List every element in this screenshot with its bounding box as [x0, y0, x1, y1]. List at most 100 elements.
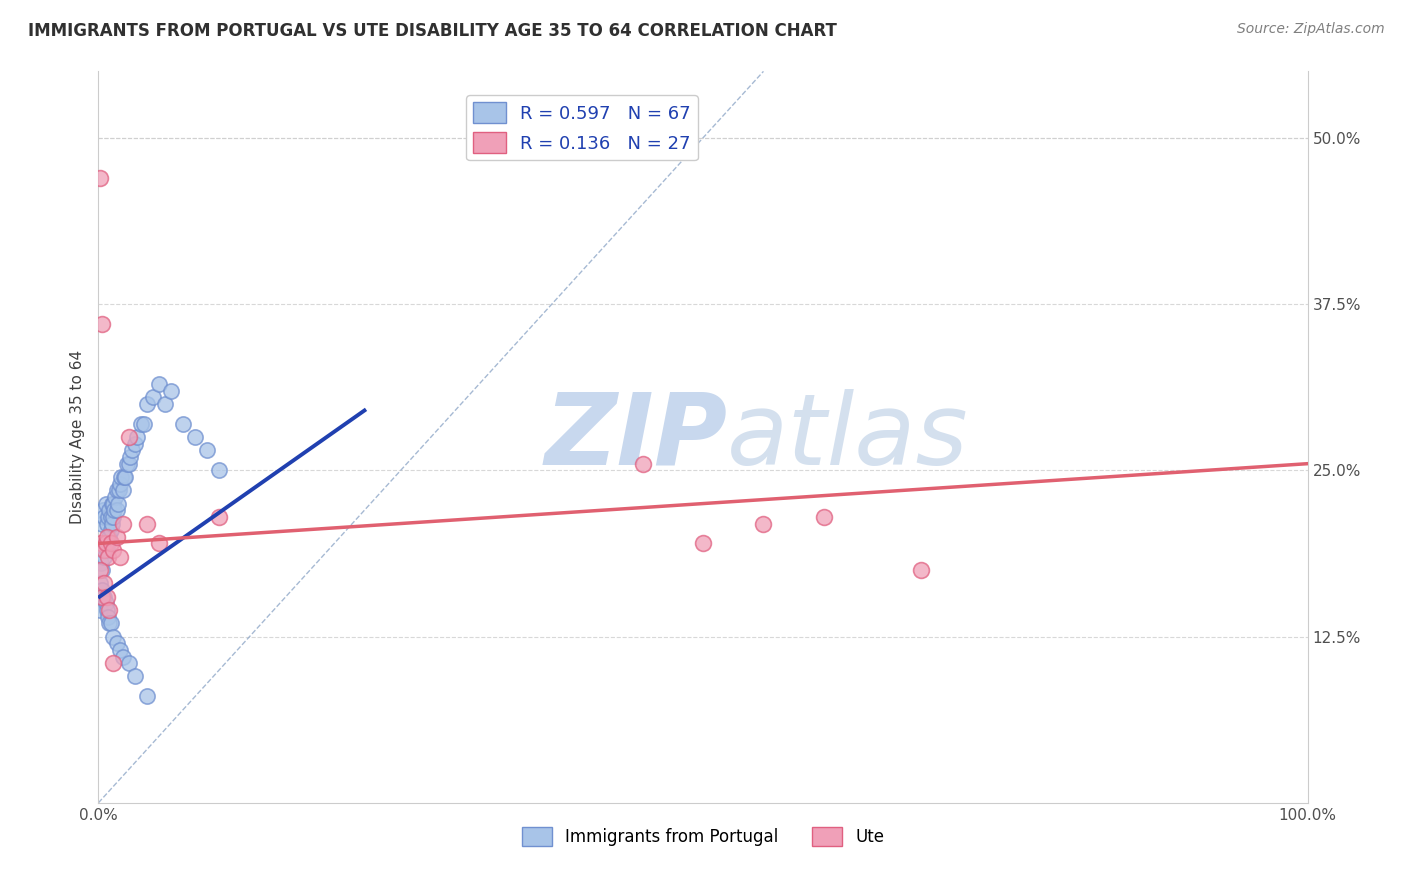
Text: IMMIGRANTS FROM PORTUGAL VS UTE DISABILITY AGE 35 TO 64 CORRELATION CHART: IMMIGRANTS FROM PORTUGAL VS UTE DISABILI… [28, 22, 837, 40]
Text: atlas: atlas [727, 389, 969, 485]
Point [100, 616, 122, 631]
Point [142, 390, 165, 404]
Point [135, 397, 157, 411]
Point [124, 669, 146, 683]
Point [101, 509, 124, 524]
Point [195, 443, 218, 458]
Point [108, 483, 131, 498]
Point [97, 509, 120, 524]
Point [208, 509, 231, 524]
Point [105, 636, 128, 650]
Point [118, 430, 141, 444]
Text: Source: ZipAtlas.com: Source: ZipAtlas.com [1237, 22, 1385, 37]
Point [160, 384, 183, 398]
Point [148, 376, 170, 391]
Point [91, 590, 114, 604]
Point [91, 317, 114, 331]
Point [692, 536, 714, 550]
Point [101, 630, 124, 644]
Point [97, 609, 120, 624]
Point [93, 576, 115, 591]
Point [101, 497, 124, 511]
Point [110, 470, 132, 484]
Point [89, 576, 111, 591]
Point [118, 450, 141, 464]
Point [91, 503, 114, 517]
Point [118, 656, 141, 670]
Point [94, 596, 117, 610]
Legend: Immigrants from Portugal, Ute: Immigrants from Portugal, Ute [515, 821, 891, 853]
Point [100, 497, 122, 511]
Point [100, 536, 122, 550]
Point [105, 483, 128, 498]
Point [813, 509, 835, 524]
Point [108, 476, 131, 491]
Point [148, 536, 170, 550]
Point [111, 649, 134, 664]
Point [96, 516, 118, 531]
Point [96, 603, 118, 617]
Point [101, 656, 124, 670]
Point [135, 516, 157, 531]
Point [93, 509, 115, 524]
Point [100, 516, 122, 531]
Point [89, 603, 111, 617]
Point [96, 530, 118, 544]
Point [91, 590, 114, 604]
Point [111, 516, 134, 531]
Point [118, 457, 141, 471]
Point [94, 497, 117, 511]
Point [91, 543, 114, 558]
Point [107, 497, 129, 511]
Point [111, 483, 134, 498]
Point [208, 463, 231, 477]
Y-axis label: Disability Age 35 to 64: Disability Age 35 to 64 [69, 350, 84, 524]
Point [752, 516, 775, 531]
Point [91, 563, 114, 577]
Point [172, 417, 194, 431]
Point [89, 170, 111, 185]
Point [631, 457, 654, 471]
Point [108, 643, 131, 657]
Point [910, 563, 932, 577]
Point [91, 582, 114, 597]
Point [94, 536, 117, 550]
Point [96, 543, 118, 558]
Point [96, 590, 118, 604]
Point [124, 436, 146, 450]
Point [93, 590, 115, 604]
Point [135, 690, 157, 704]
Point [98, 503, 121, 517]
Point [114, 470, 136, 484]
Point [184, 430, 207, 444]
Point [91, 516, 114, 531]
Point [104, 490, 127, 504]
Point [97, 549, 120, 564]
Point [103, 503, 125, 517]
Point [98, 616, 121, 631]
Point [100, 509, 122, 524]
Point [134, 417, 156, 431]
Point [112, 470, 135, 484]
Point [94, 536, 117, 550]
Point [101, 543, 124, 558]
Point [153, 397, 176, 411]
Point [105, 503, 128, 517]
Text: ZIP: ZIP [544, 389, 727, 485]
Point [97, 536, 120, 550]
Point [90, 536, 112, 550]
Point [129, 417, 152, 431]
Point [98, 530, 121, 544]
Point [89, 563, 111, 577]
Point [100, 523, 122, 537]
Point [93, 543, 115, 558]
Point [117, 457, 139, 471]
Point [93, 549, 115, 564]
Point [90, 590, 112, 604]
Point [108, 549, 131, 564]
Point [127, 430, 149, 444]
Point [105, 530, 128, 544]
Point [90, 557, 112, 571]
Point [121, 443, 143, 458]
Point [98, 603, 121, 617]
